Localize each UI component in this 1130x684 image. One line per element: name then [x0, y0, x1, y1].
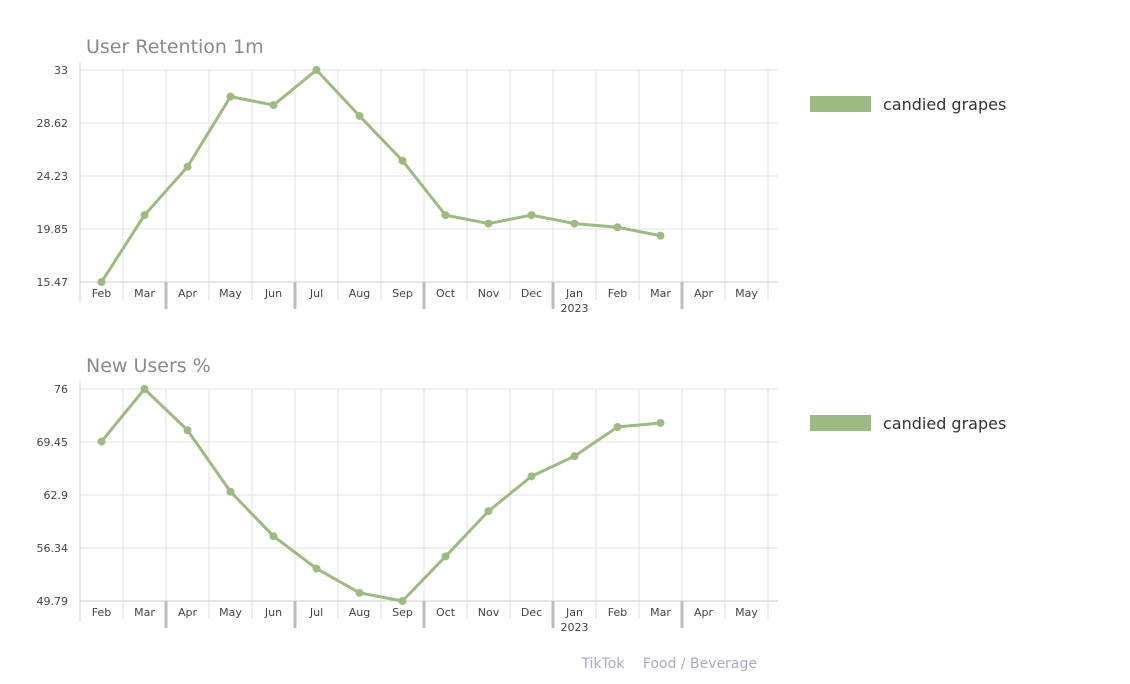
data-point [527, 472, 536, 481]
x-tick-label: Sep [392, 606, 413, 619]
x-tick-label: May [219, 606, 242, 619]
x-tick-label: Jul [309, 606, 323, 619]
y-tick-label: 19.85 [37, 223, 69, 236]
x-tick-label: Oct [436, 606, 456, 619]
x-tick-label: Mar [650, 287, 671, 300]
y-tick-label: 24.23 [37, 170, 69, 183]
x-year-label: 2023 [561, 302, 589, 315]
data-point [269, 532, 278, 541]
data-point [398, 597, 407, 605]
data-point [269, 101, 278, 110]
x-tick-label: May [219, 287, 242, 300]
x-tick-label: Nov [478, 287, 500, 300]
x-tick-label: Apr [694, 287, 714, 300]
data-point [355, 111, 364, 120]
data-point [226, 92, 235, 101]
data-point [183, 426, 192, 435]
data-point [484, 219, 493, 228]
legend-label: candied grapes [883, 414, 1006, 433]
x-tick-label: Mar [650, 606, 671, 619]
data-point [613, 423, 622, 432]
x-tick-label: Nov [478, 606, 500, 619]
legend-swatch [810, 96, 871, 112]
data-point [484, 507, 493, 516]
x-tick-label: Apr [178, 606, 198, 619]
data-point [570, 219, 579, 228]
x-tick-label: Dec [521, 606, 542, 619]
data-point [570, 452, 579, 461]
y-tick-label: 62.9 [44, 489, 69, 502]
y-tick-label: 76 [54, 383, 68, 396]
legend-swatch [810, 415, 871, 431]
data-point [613, 223, 622, 232]
y-tick-label: 33 [54, 64, 68, 77]
x-tick-label: Jan [565, 606, 583, 619]
x-tick-label: Mar [134, 606, 155, 619]
data-point [398, 156, 407, 165]
x-tick-label: Jun [264, 606, 282, 619]
x-tick-label: Jan [565, 287, 583, 300]
x-tick-label: Dec [521, 287, 542, 300]
x-tick-label: Aug [349, 606, 370, 619]
data-point [97, 437, 106, 446]
chart-title: New Users % [86, 355, 211, 377]
x-tick-label: Apr [694, 606, 714, 619]
data-point [656, 231, 665, 240]
chart-1: User Retention 1m 15.47 19.85 24.23 28.62 33 F… [37, 36, 1007, 315]
x-tick-label: Apr [178, 287, 198, 300]
data-point [441, 552, 450, 561]
x-tick-label: May [735, 287, 758, 300]
y-tick-label: 56.34 [37, 542, 69, 555]
footer: TikTok Food / Beverage [567, 656, 757, 672]
legend-label: candied grapes [883, 95, 1006, 114]
series-line [100, 387, 662, 603]
series-line [100, 68, 662, 284]
x-tick-label: Oct [436, 287, 456, 300]
x-tick-label: Jul [309, 287, 323, 300]
x-tick-label: Feb [92, 606, 111, 619]
data-point [312, 66, 321, 74]
y-tick-label: 15.47 [37, 276, 69, 289]
y-tick-label: 69.45 [37, 436, 69, 449]
x-tick-label: Sep [392, 287, 413, 300]
chart-title: User Retention 1m [86, 36, 264, 58]
y-tick-label: 49.79 [37, 595, 69, 608]
footer-source: TikTok [581, 656, 625, 672]
data-point [97, 278, 106, 286]
data-point [140, 385, 149, 393]
data-point [183, 162, 192, 171]
x-tick-label: May [735, 606, 758, 619]
x-tick-label: Jun [264, 287, 282, 300]
x-tick-label: Feb [608, 287, 627, 300]
x-tick-label: Feb [608, 606, 627, 619]
data-point [656, 418, 665, 427]
data-point [226, 487, 235, 496]
x-tick-label: Aug [349, 287, 370, 300]
data-point [527, 211, 536, 220]
data-point [140, 211, 149, 220]
x-tick-label: Feb [92, 287, 111, 300]
footer-category: Food / Beverage [642, 656, 757, 672]
y-tick-label: 28.62 [37, 117, 69, 130]
x-tick-label: Mar [134, 287, 155, 300]
data-point [312, 564, 321, 573]
data-point [355, 588, 364, 597]
data-point [441, 211, 450, 220]
chart-2: New Users % 49.79 56.34 62.9 69.45 76 Feb Mar Ap… [37, 355, 1007, 634]
x-year-label: 2023 [561, 621, 589, 634]
